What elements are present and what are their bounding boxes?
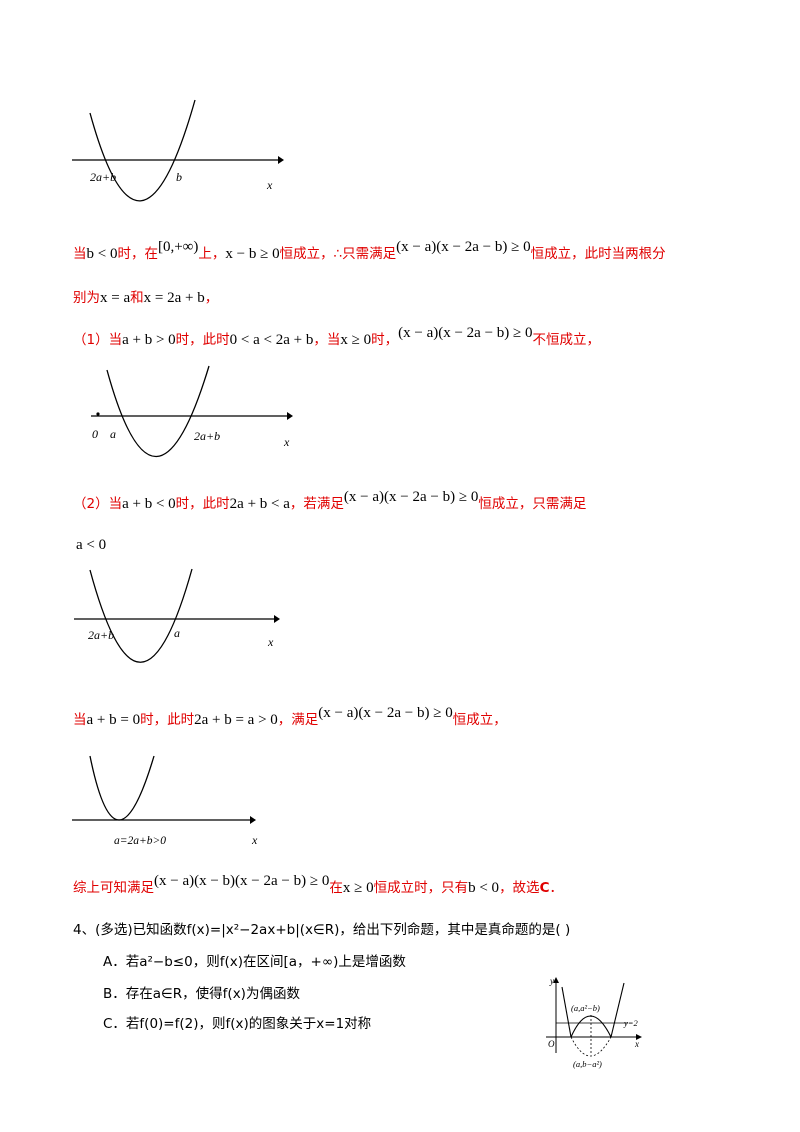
figure-line-label: y=2 [623, 1018, 639, 1028]
graph-2-right-label: 2a+b [194, 429, 220, 443]
question-4-option-a: A．若a²−b≤0，则f(x)在区间[a，+∞)上是增函数 [103, 954, 406, 970]
graph-1: 2a+b b x [72, 99, 284, 202]
graph-3-axis-label: x [267, 635, 274, 649]
para-1b: 别为x = a和x = 2a + b， [73, 290, 219, 306]
graph-2: 0 a 2a+b x [91, 365, 293, 457]
summary: 综上可知满足(x − a)(x − b)(x − 2a − b) ≥ 0在x ≥… [73, 873, 563, 896]
case-3: 当a + b = 0时，此时2a + b = a > 0，满足(x − a)(x… [73, 705, 507, 728]
case-2: （2）当a + b < 0时，此时2a + b < a，若满足(x − a)(x… [73, 489, 587, 512]
figure-x-label: x [634, 1039, 639, 1049]
question-4-stem: 4、(多选)已知函数f(x)=|x²−2ax+b|(x∈R)，给出下列命题，其中… [73, 922, 571, 938]
graph-4: a=2a+b>0 x [72, 755, 258, 847]
graph-3-right-label: a [174, 626, 180, 640]
graph-2-axis-label: x [283, 435, 290, 449]
question-4-figure: y x O (a,a²−b) y=2 (a,b−a²) [546, 976, 642, 1069]
graph-3: 2a+b a x [74, 568, 280, 663]
figure-bottom-label: (a,b−a²) [573, 1059, 602, 1069]
graph-1-right-label: b [176, 170, 182, 184]
figure-top-label: (a,a²−b) [571, 1003, 600, 1013]
case-2b: a < 0 [76, 537, 107, 553]
graph-4-axis-label: x [251, 833, 258, 847]
graph-4-label: a=2a+b>0 [114, 835, 166, 847]
graph-2-origin-label: 0 [92, 427, 98, 441]
case-1: （1）当a + b > 0时，此时0 < a < 2a + b，当x ≥ 0时，… [73, 325, 601, 348]
graph-1-axis-label: x [266, 178, 273, 192]
graph-1-left-label: 2a+b [90, 170, 116, 184]
question-4-option-b: B．存在a∈R，使得f(x)为偶函数 [103, 986, 300, 1002]
graph-3-left-label: 2a+b [88, 628, 114, 642]
para-1: 当b < 0时，在[0,+∞)上，x − b ≥ 0恒成立，∴只需满足(x − … [73, 239, 666, 262]
figure-y-label: y [549, 976, 554, 986]
graph-2-left-label: a [110, 427, 116, 441]
figure-origin-label: O [548, 1039, 555, 1049]
question-4-option-c: C．若f(0)=f(2)，则f(x)的图象关于x=1对称 [103, 1016, 372, 1032]
